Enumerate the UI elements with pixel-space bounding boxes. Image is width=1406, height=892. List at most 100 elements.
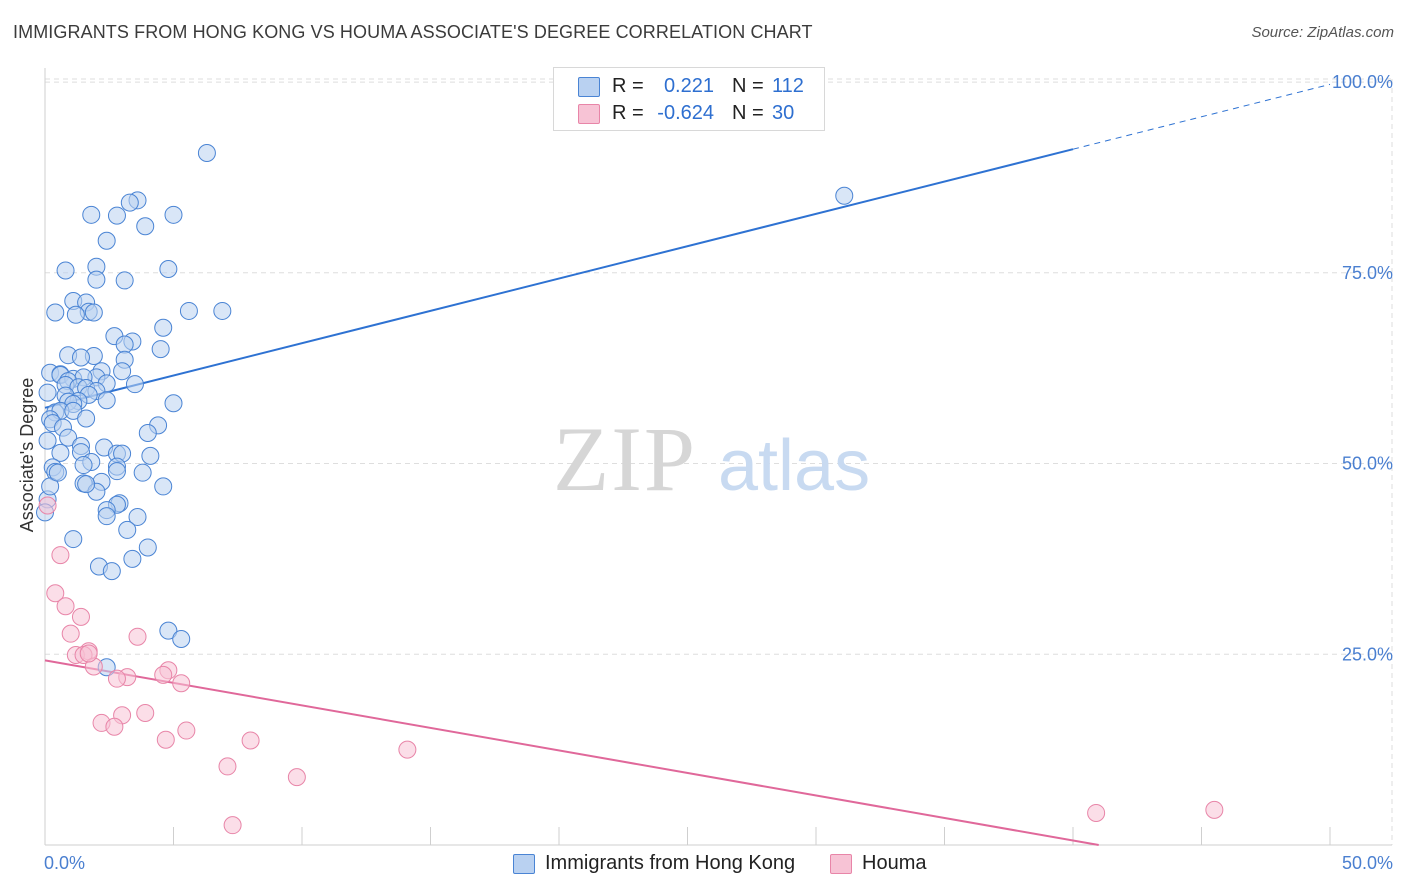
blue-swatch xyxy=(513,854,535,874)
legend-label: Houma xyxy=(862,852,927,874)
houma-point xyxy=(56,597,75,616)
hong-kong-point xyxy=(172,630,191,649)
hong-kong-point xyxy=(87,270,106,289)
hong-kong-point xyxy=(97,391,116,410)
houma-point xyxy=(38,496,57,515)
hong-kong-point xyxy=(41,477,60,496)
watermark-zip: ZIP xyxy=(553,408,697,510)
hong-kong-point xyxy=(82,205,101,224)
hong-kong-point xyxy=(97,507,116,526)
houma-point xyxy=(1087,803,1106,822)
hong-kong-point xyxy=(48,463,67,482)
pink-swatch xyxy=(578,104,600,124)
hong-kong-point xyxy=(154,477,173,496)
houma-point xyxy=(223,816,242,835)
x-tick-label: 0.0% xyxy=(44,853,85,873)
chart-title: IMMIGRANTS FROM HONG KONG VS HOUMA ASSOC… xyxy=(13,22,813,42)
y-tick-label: 100.0% xyxy=(1332,72,1393,92)
hong-kong-point xyxy=(835,186,854,205)
stats-box: R = 0.221 N = 112 R = -0.624 N = 30 xyxy=(553,67,825,131)
pink-swatch xyxy=(830,854,852,874)
houma-point xyxy=(154,665,173,684)
x-tick-label: 50.0% xyxy=(1342,853,1393,873)
houma-point xyxy=(172,674,191,693)
source-label: Source: ZipAtlas.com xyxy=(1251,24,1394,41)
stats-row-houma: R = -0.624 N = 30 xyxy=(554,101,824,127)
hong-kong-point xyxy=(38,431,57,450)
houma-point xyxy=(218,757,237,776)
hong-kong-point xyxy=(113,362,132,381)
r-value: 0.221 xyxy=(663,75,714,97)
houma-point xyxy=(136,704,155,723)
houma-point xyxy=(46,584,65,603)
houma-point xyxy=(51,546,70,565)
houma-point xyxy=(398,740,417,759)
hong-kong-point xyxy=(213,301,232,320)
hong-kong-point xyxy=(164,394,183,413)
houma-point xyxy=(79,644,98,663)
houma-trend-line xyxy=(44,659,1099,846)
hong-kong-point xyxy=(71,348,90,367)
r-label: R = xyxy=(612,75,644,97)
y-tick-label: 75.0% xyxy=(1342,263,1393,283)
houma-point xyxy=(105,717,124,736)
hong-kong-point xyxy=(154,318,173,337)
watermark-atlas: atlas xyxy=(718,426,870,506)
hong-kong-point xyxy=(138,538,157,557)
hong-kong-point xyxy=(159,621,178,640)
hong-kong-point xyxy=(115,271,134,290)
houma-point xyxy=(61,624,80,643)
n-label: N = xyxy=(732,75,764,97)
hong-kong-point xyxy=(74,456,93,475)
tick-labels: 100.0% 75.0% 50.0% 25.0% 0.0% 50.0% xyxy=(44,72,1393,873)
hong-kong-point xyxy=(107,206,126,225)
hong-kong-point xyxy=(120,193,139,212)
y-tick-label: 25.0% xyxy=(1342,644,1393,664)
trend-lines xyxy=(44,83,1331,846)
r-value: -0.624 xyxy=(657,102,714,124)
hong-kong-point xyxy=(128,507,147,526)
houma-point xyxy=(287,768,306,787)
hong-kong-point xyxy=(56,261,75,280)
hong-kong-point xyxy=(179,301,198,320)
y-tick-label: 50.0% xyxy=(1342,454,1393,474)
n-value: 112 xyxy=(772,75,804,97)
hong-kong-point xyxy=(138,424,157,443)
data-points xyxy=(36,144,1224,835)
hong-kong-point xyxy=(64,530,83,549)
hong-kong-point xyxy=(46,303,65,322)
hong-kong-point xyxy=(38,383,57,402)
hong-kong-point xyxy=(133,463,152,482)
hong-kong-point xyxy=(123,549,142,568)
hong-kong-point xyxy=(141,446,160,465)
stats-row-hong-kong: R = 0.221 N = 112 xyxy=(554,74,824,100)
hong-kong-point xyxy=(107,462,126,481)
hong-kong-point xyxy=(77,409,96,428)
hong-kong-point xyxy=(51,443,70,462)
r-label: R = xyxy=(612,102,644,124)
grid-lines xyxy=(45,78,1393,845)
houma-point xyxy=(107,669,126,688)
houma-point xyxy=(71,607,90,626)
hong-kong-point xyxy=(136,217,155,236)
houma-point xyxy=(156,730,175,749)
hong-kong-point xyxy=(164,205,183,224)
hong-kong-trend-extension xyxy=(1072,83,1331,150)
axes xyxy=(44,68,1392,846)
n-value: 30 xyxy=(772,102,795,124)
blue-swatch xyxy=(578,77,600,97)
hong-kong-point xyxy=(102,562,121,581)
hong-kong-point xyxy=(125,375,144,394)
hong-kong-point xyxy=(59,428,78,447)
hong-kong-point xyxy=(197,144,216,163)
hong-kong-point xyxy=(66,305,85,324)
hong-kong-point xyxy=(159,259,178,278)
hong-kong-point xyxy=(118,520,137,539)
legend-label: Immigrants from Hong Kong xyxy=(545,852,796,874)
hong-kong-point xyxy=(77,475,96,494)
houma-point xyxy=(128,627,147,646)
hong-kong-point xyxy=(84,303,103,322)
houma-point xyxy=(177,721,196,740)
n-label: N = xyxy=(732,102,764,124)
